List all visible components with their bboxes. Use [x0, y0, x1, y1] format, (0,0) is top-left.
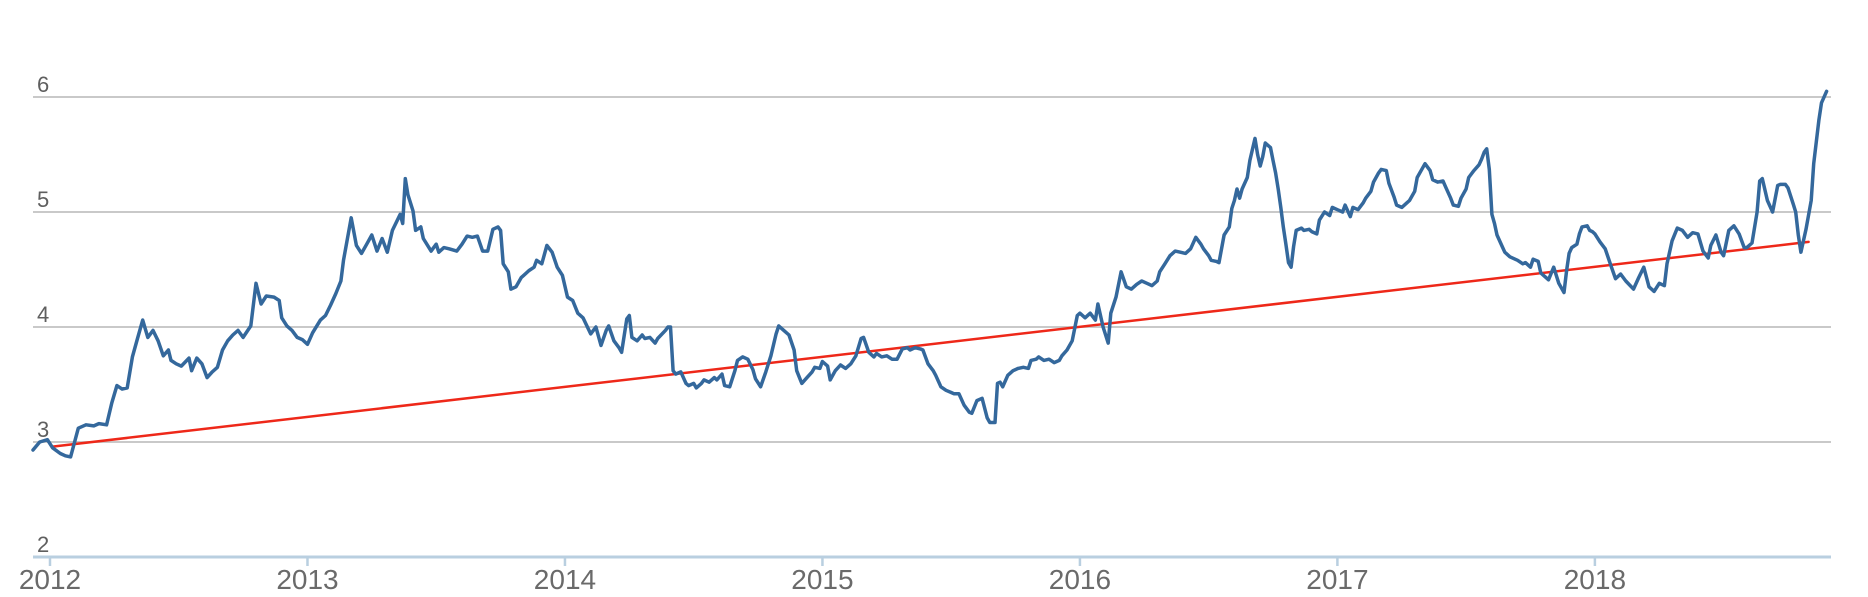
- series-group: [31, 89, 1829, 459]
- x-axis-label: 2014: [534, 564, 596, 595]
- y-axis-label: 4: [37, 302, 49, 327]
- price-line: [31, 89, 1829, 459]
- x-axis-label: 2012: [19, 564, 81, 595]
- y-axis-label: 5: [37, 187, 49, 212]
- axis-labels-group: 2012 2013 2014 2015 2016 2017 2018 2 3 4 5 6: [19, 72, 1626, 595]
- gridlines-group: [33, 96, 1831, 443]
- x-axis-label: 2017: [1306, 564, 1368, 595]
- x-axis-label: 2015: [791, 564, 853, 595]
- y-axis-label: 6: [37, 72, 49, 97]
- y-axis-label: 2: [37, 532, 49, 557]
- x-axis-label: 2016: [1049, 564, 1111, 595]
- x-axis-label: 2013: [276, 564, 338, 595]
- y-axis-label: 3: [37, 417, 49, 442]
- x-axis-label: 2018: [1564, 564, 1626, 595]
- axis-group: [33, 555, 1831, 566]
- trend-line: [51, 240, 1810, 448]
